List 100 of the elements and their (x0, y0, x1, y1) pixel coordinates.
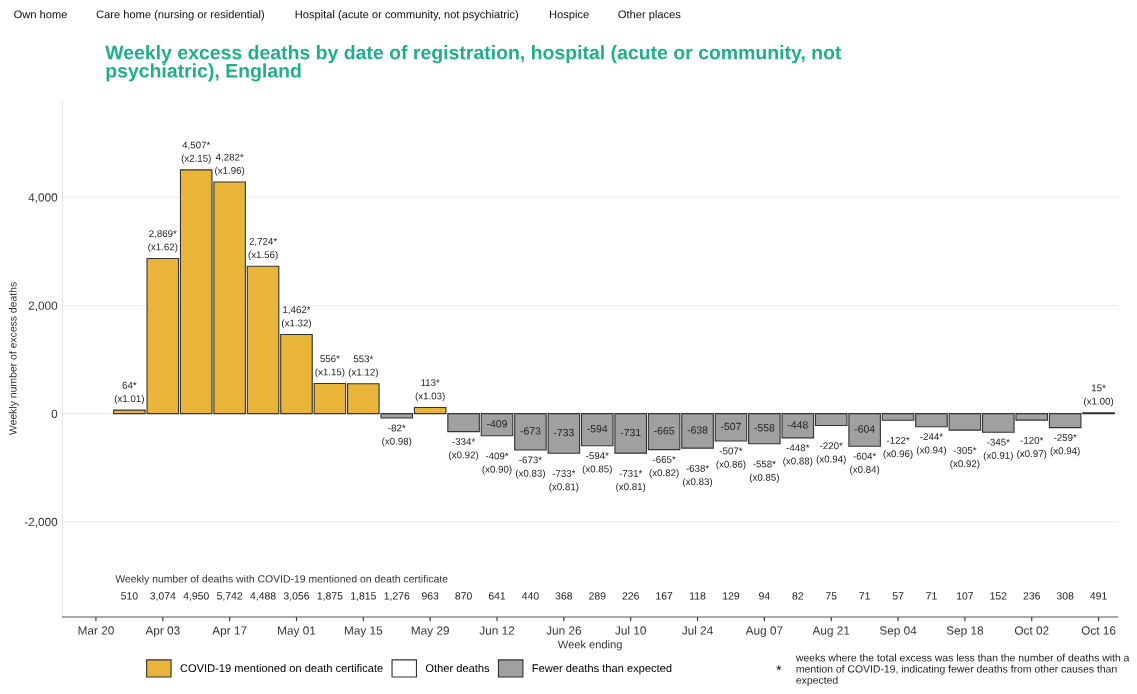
data-label: -673* (x0.83) (515, 456, 545, 479)
annotation: 3,056 (283, 592, 310, 601)
data-label: -731* (x0.81) (616, 469, 646, 493)
x-tick-label: Jun 12 (479, 626, 515, 635)
annotation: -733 (553, 428, 574, 437)
x-tick-label: Jul 24 (681, 625, 713, 635)
annotation: 3,074 (150, 592, 176, 601)
annotation: 491 (1090, 592, 1107, 600)
x-tick-label: Jul 10 (615, 625, 646, 635)
text: weeks where the total excess was less than the number of deaths with a mention of COVID-19, indicating fewer deaths from other causes than expected (795, 653, 1130, 686)
data-label: -305* (x0.92) (950, 446, 980, 469)
data-label: 64* (x1.01) (114, 381, 144, 404)
annotation: 308 (1056, 592, 1074, 600)
annotation: 118 (690, 592, 706, 600)
annotation: 57 (892, 592, 904, 600)
x-tick-label: Mar 20 (78, 626, 114, 635)
annotation: -409 (487, 420, 507, 428)
data-label: 553* (x1.12) (348, 355, 378, 378)
annotation: 71 (926, 592, 937, 600)
annotation: -673 (520, 427, 541, 435)
annotation: -665 (654, 427, 675, 435)
data-label: 113* (x1.03) (415, 379, 445, 402)
annotation: 75 (825, 592, 837, 600)
x-tick-label: Apr 17 (212, 626, 247, 637)
annotation: 870 (455, 592, 472, 600)
data-label: -594* (x0.85) (582, 452, 612, 475)
annotation: 1,815 (351, 592, 376, 601)
annotation: 963 (421, 592, 439, 600)
annotation: 94 (759, 592, 770, 600)
annotation: -731 (620, 428, 641, 437)
y-axis-title: Weekly number of excess deaths (8, 282, 19, 436)
annotation: -638 (687, 426, 708, 434)
x-tick-label: Oct 16 (1081, 626, 1116, 635)
x-tick-label: May 01 (278, 626, 316, 637)
annotation: 4,488 (250, 592, 276, 601)
annotation: -594 (587, 425, 608, 433)
data-label: -122* (x0.96) (883, 437, 913, 460)
legend-label: COVID-19 mentioned on death certificate (180, 663, 383, 673)
y-tick-label: 2,000 (28, 301, 58, 312)
data-label: -558* (x0.85) (749, 460, 779, 483)
annotation: -604 (854, 425, 875, 433)
annotation: Weekly number of deaths with COVID-19 mentioned on death certificate (115, 574, 448, 585)
data-label: 4,507* (x2.15) (181, 141, 211, 164)
annotation: 440 (521, 592, 539, 600)
y-tick-label: -2,000 (24, 517, 58, 528)
data-label: -507* (x0.86) (716, 447, 746, 470)
annotation: -448 (787, 421, 808, 429)
data-label: -244* (x0.94) (916, 433, 946, 456)
annotation: -558 (754, 424, 775, 432)
text: Other places (618, 10, 681, 21)
annotation: 510 (121, 592, 138, 600)
x-axis-title: Week ending (557, 640, 622, 651)
data-label: -409* (x0.90) (482, 452, 512, 475)
data-label: 4,282* (x1.96) (215, 153, 245, 176)
data-label: -259* (x0.94) (1050, 434, 1080, 457)
text: Hospice (549, 10, 589, 21)
annotation: 82 (792, 592, 804, 600)
legend-label: Other deaths (425, 663, 490, 673)
annotation: 236 (1023, 592, 1040, 600)
annotation: 1,276 (384, 592, 410, 601)
data-label: 2,724* (x1.56) (248, 237, 278, 261)
x-tick-label: Sep 18 (946, 626, 984, 637)
x-tick-label: Jun 26 (546, 626, 582, 635)
x-tick-label: Sep 04 (879, 626, 917, 637)
chart-title: Weekly excess deaths by date of registration, hospital (acute or community, not psychiatric), England (105, 45, 842, 82)
data-label: 2,869* (x1.62) (148, 230, 178, 253)
y-tick-label: 4,000 (28, 193, 58, 204)
data-label: 1,462* (x1.32) (281, 306, 312, 329)
data-label: -665* (x0.82) (649, 456, 679, 479)
data-label: 15* (x1.00) (1084, 384, 1114, 407)
annotation: 167 (656, 592, 673, 600)
annotation: 152 (990, 592, 1007, 600)
annotation: -507 (720, 422, 741, 431)
x-tick-label: Oct 02 (1014, 626, 1049, 635)
text: Own home (14, 10, 67, 19)
data-label: -448* (x0.88) (783, 444, 813, 467)
data-label: -82* (x0.98) (382, 424, 412, 447)
annotation: 226 (622, 592, 639, 600)
x-tick-label: Apr 03 (145, 626, 180, 637)
annotation: 1,875 (317, 592, 343, 601)
data-label: -733* (x0.81) (549, 470, 579, 493)
text: Hospital (acute or community, not psychiatric) (295, 10, 519, 21)
text: Care home (nursing or residential) (96, 10, 264, 21)
annotation: 4,950 (183, 592, 209, 601)
data-label: -638* (x0.83) (683, 464, 713, 488)
y-tick-label: 0 (51, 409, 58, 419)
data-label: -604* (x0.84) (850, 452, 880, 475)
x-tick-label: Aug 07 (745, 626, 783, 637)
legend-label: Fewer deaths than expected (532, 663, 672, 675)
x-tick-label: Aug 21 (812, 626, 850, 637)
text: * (776, 665, 782, 671)
annotation: 289 (589, 592, 606, 600)
data-label: -220* (x0.94) (816, 442, 846, 465)
annotation: 641 (488, 592, 506, 600)
data-label: -334* (x0.92) (449, 438, 479, 461)
annotation: 5,742 (217, 592, 243, 601)
x-tick-label: May 29 (411, 626, 449, 637)
data-label: -345* (x0.91) (983, 438, 1013, 461)
annotation: 107 (957, 592, 974, 600)
annotation: 129 (723, 592, 740, 600)
